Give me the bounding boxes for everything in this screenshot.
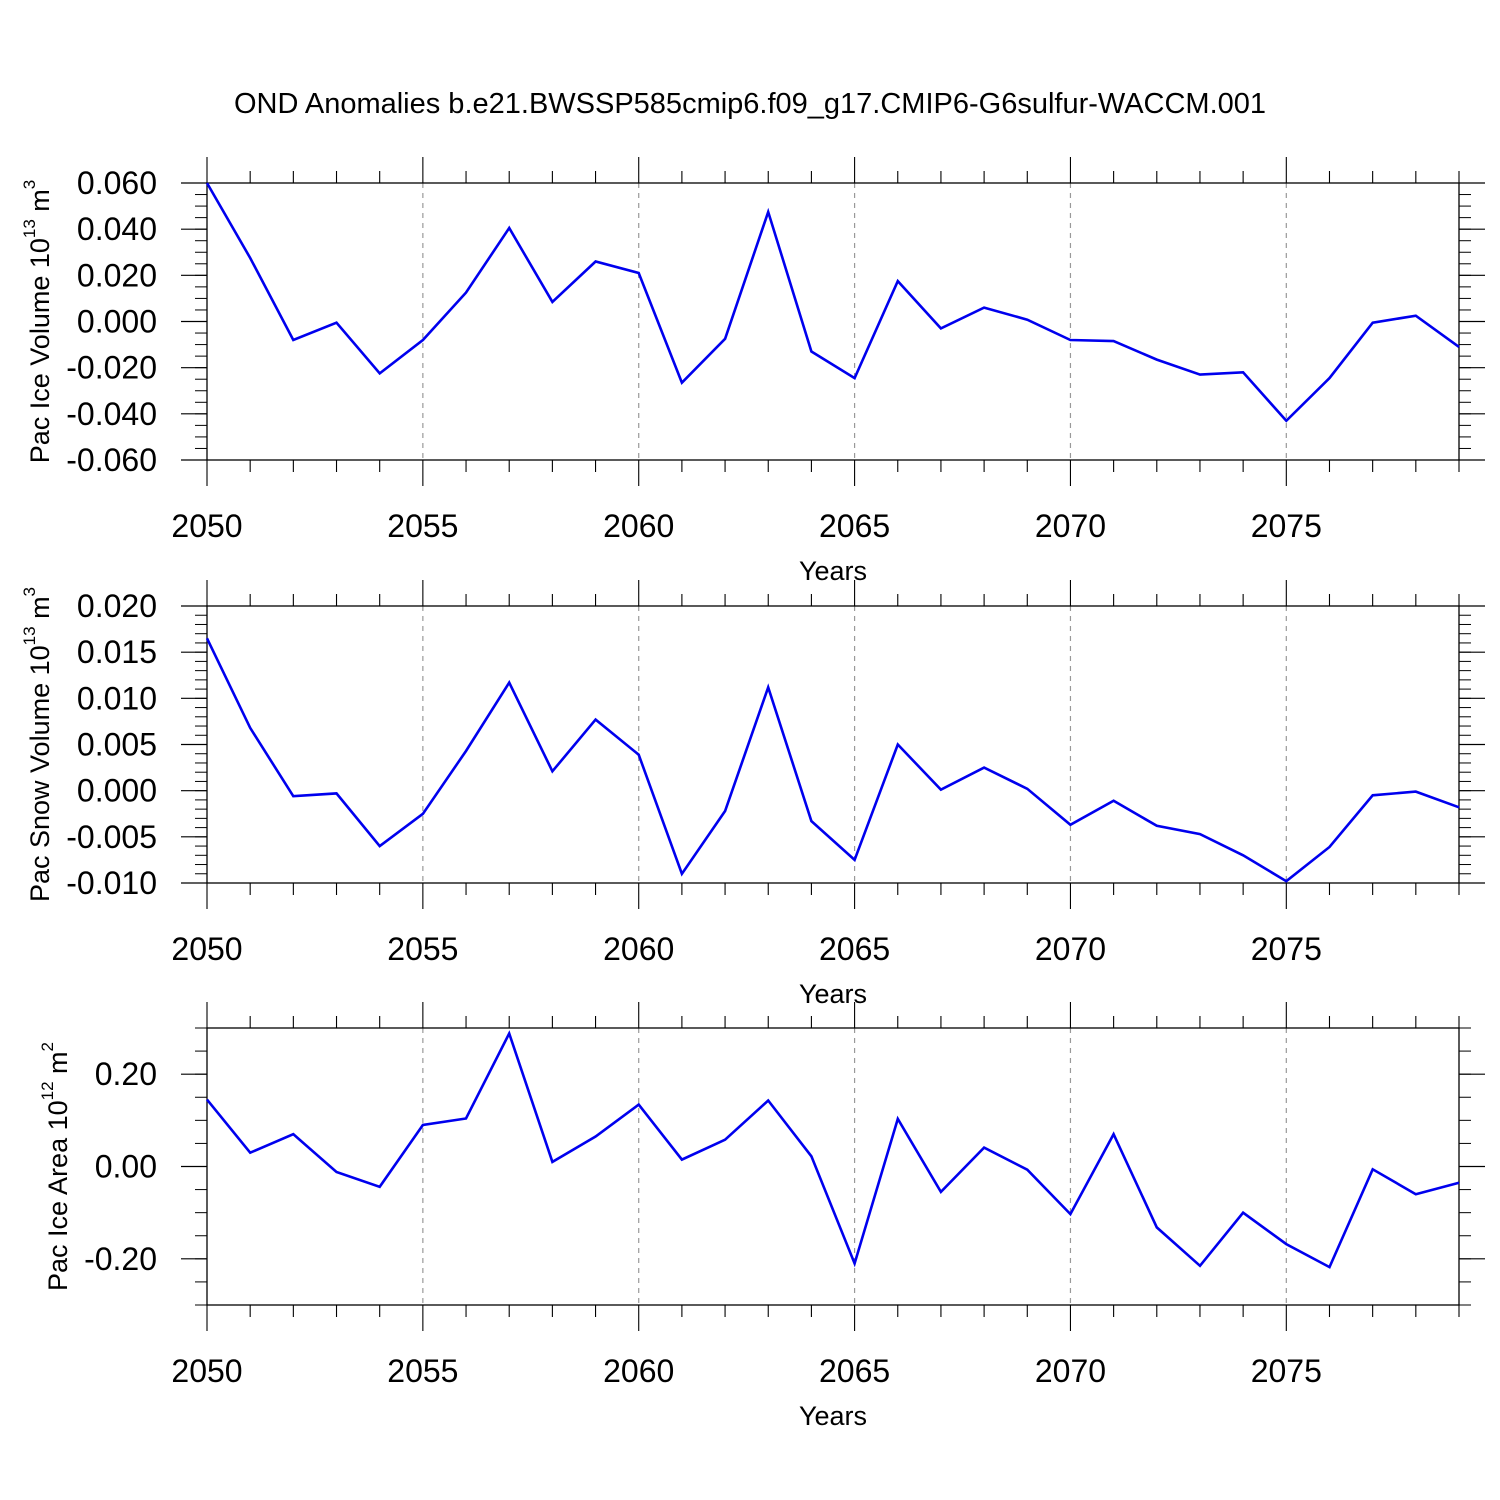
snow-volume-xlabel: Years (799, 979, 867, 1009)
ice-volume-x-tick-label: 2050 (171, 508, 242, 544)
snow-volume-x-tick-label: 2070 (1035, 931, 1106, 967)
snow-volume-ylabel: Pac Snow Volume 1013 m3 (20, 587, 55, 902)
ice-area-xlabel: Years (799, 1401, 867, 1431)
ice-area-x-tick-label: 2070 (1035, 1353, 1106, 1389)
snow-volume-x-tick-label: 2060 (603, 931, 674, 967)
ice-volume-x-tick-label: 2065 (819, 508, 890, 544)
snow-volume-plot-frame (206, 605, 1460, 884)
ice-area-x-tick-label: 2050 (171, 1353, 242, 1389)
ice-volume-series-line (205, 182, 1460, 423)
figure-title: OND Anomalies b.e21.BWSSP585cmip6.f09_g1… (233, 88, 1267, 120)
ice-volume-plot-frame (206, 182, 1460, 461)
ice-area-y-tick-label: 0.00 (95, 1149, 157, 1185)
snow-volume-x-tick-label: 2065 (819, 931, 890, 967)
ice-volume-y-tick-label: 0.020 (77, 257, 157, 293)
ice-volume-y-tick-label: 0.000 (77, 304, 157, 340)
snow-volume-ticks (181, 580, 1485, 909)
snow-volume-x-tick-label: 2075 (1251, 931, 1322, 967)
ice-area-x-tick-label: 2065 (819, 1353, 890, 1389)
snow-volume-y-tick-label: 0.020 (77, 588, 157, 624)
snow-volume-y-tick-label: 0.005 (77, 727, 157, 763)
ice-volume-panel: Pac Ice Volume 1013 m3 Years -0.060 -0.04… (20, 157, 1485, 586)
ice-volume-y-tick-label: -0.020 (66, 350, 157, 386)
ice-volume-x-tick-label: 2060 (603, 508, 674, 544)
ice-area-ylabel: Pac Ice Area 1012 m2 (38, 1042, 73, 1291)
ice-volume-ylabel: Pac Ice Volume 1013 m3 (20, 180, 55, 464)
ice-volume-x-tick-label: 2075 (1251, 508, 1322, 544)
snow-volume-series-line (205, 637, 1460, 883)
ice-area-panel: Pac Ice Area 1012 m2 Years -0.20 0.00 0.20… (38, 1002, 1485, 1431)
ice-volume-xlabel: Years (799, 556, 867, 586)
ice-area-series-line (205, 1030, 1460, 1269)
ice-area-ticks (181, 1002, 1485, 1331)
ice-area-y-tick-label: 0.20 (95, 1056, 157, 1092)
snow-volume-x-tick-label: 2050 (171, 931, 242, 967)
ice-area-x-tick-label: 2075 (1251, 1353, 1322, 1389)
ice-area-plot-frame (206, 1027, 1460, 1306)
ice-volume-y-tick-label: -0.040 (66, 396, 157, 432)
ice-volume-x-tick-label: 2055 (387, 508, 458, 544)
ice-volume-y-tick-label: -0.060 (66, 442, 157, 478)
ice-volume-x-tick-label: 2070 (1035, 508, 1106, 544)
ice-volume-y-tick-label: 0.060 (77, 165, 157, 201)
snow-volume-panel: Pac Snow Volume 1013 m3 Years -0.010 -0.0… (20, 580, 1485, 1009)
ice-area-y-tick-label: -0.20 (84, 1241, 157, 1277)
ice-area-x-tick-label: 2060 (603, 1353, 674, 1389)
snow-volume-y-tick-label: 0.010 (77, 680, 157, 716)
snow-volume-x-tick-label: 2055 (387, 931, 458, 967)
ice-area-x-tick-label: 2055 (387, 1353, 458, 1389)
snow-volume-y-tick-label: -0.005 (66, 819, 157, 855)
ice-volume-y-tick-label: 0.040 (77, 211, 157, 247)
snow-volume-y-tick-label: 0.000 (77, 773, 157, 809)
snow-volume-y-tick-label: 0.015 (77, 634, 157, 670)
snow-volume-y-tick-label: -0.010 (66, 865, 157, 901)
ice-volume-ticks (181, 157, 1485, 486)
